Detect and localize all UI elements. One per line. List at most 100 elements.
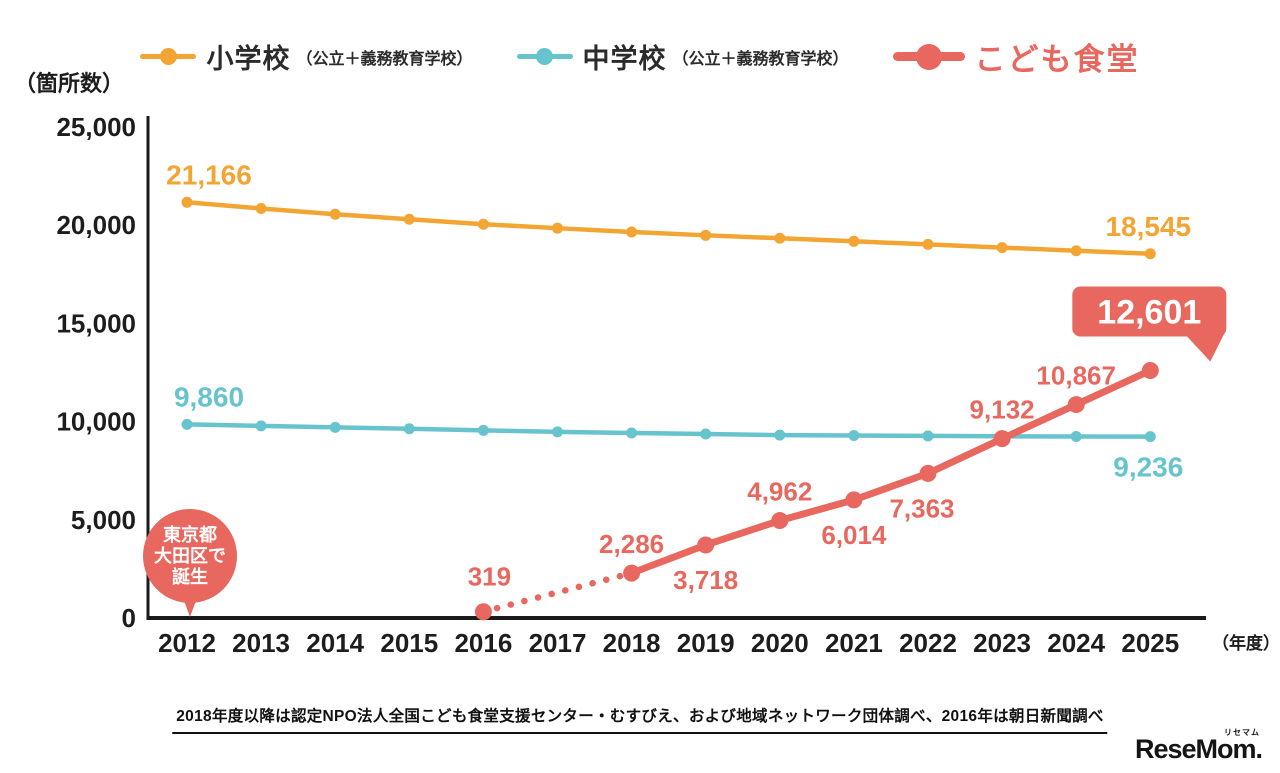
data-point [1070,430,1082,442]
x-tick-label: 2019 [677,628,735,658]
data-label: 2,286 [599,529,664,559]
footnote: 2018年度以降は認定NPO法人全国こども食堂支援センター・むすびえ、および地域… [172,704,1108,734]
legend-item-kodomo-shokudo: こども食堂 [892,34,1140,79]
data-label: 10,867 [1036,361,1116,391]
data-point [919,464,937,482]
data-point [626,226,638,238]
x-tick-label: 2021 [825,628,883,658]
data-point [255,420,267,432]
data-point [626,427,638,439]
data-point [329,208,341,220]
callout-box [1072,286,1227,337]
logo-ruby-text: リセマム [1224,728,1260,737]
legend-label-kodomo-shokudo: こども食堂 [974,42,1140,77]
x-tick-label: 2013 [232,628,290,658]
y-tick-label: 20,000 [56,210,136,240]
data-point [403,423,415,435]
legend-marker-kodomo-shokudo-icon [892,43,965,70]
x-tick-label: 2016 [454,628,512,658]
y-tick-label: 25,000 [56,112,136,142]
data-point [1070,245,1082,257]
x-axis-unit-label: （年度） [1212,633,1280,653]
series-line [184,200,1153,257]
series-line-dotted [480,569,635,615]
origin-badge-text: 大田区で [154,545,226,566]
data-label: 18,545 [1105,211,1191,242]
series-line [184,422,1153,439]
x-tick-label: 2012 [158,628,216,658]
peak-value-callout: 12,601 [1072,286,1227,362]
data-point [403,213,415,225]
callout-pointer [1184,333,1225,362]
legend-marker-junior-high-icon [516,45,573,69]
x-tick-label: 2025 [1121,628,1179,658]
data-point [922,430,934,442]
x-tick-label: 2015 [380,628,438,658]
data-label: 9,132 [970,395,1035,425]
legend-sublabel-junior-high: （公立＋義務教育学校） [672,50,849,68]
data-point [1067,396,1085,414]
data-point [848,429,860,441]
data-point [845,491,863,509]
data-point [329,421,341,433]
data-point [996,242,1008,254]
legend-item-elementary-school: 小学校 （公立＋義務教育学校） [140,37,473,76]
data-point [181,196,193,208]
data-point [255,202,267,214]
x-tick-label: 2018 [603,628,661,658]
data-point [181,418,193,430]
data-point [552,426,563,438]
data-point [623,564,641,582]
x-tick-label: 2023 [973,628,1031,658]
origin-badge-circle [143,509,237,603]
origin-badge-text: 誕生 [172,566,208,587]
legend-label-junior-high: 中学校 [582,44,667,74]
data-label: 9,860 [174,381,244,412]
data-label: 3,718 [673,565,738,595]
data-point [774,429,786,441]
y-axis-unit-label: （箇所数） [14,71,125,96]
x-tick-label: 2024 [1047,628,1105,658]
y-tick-label: 15,000 [56,308,136,338]
data-point [477,424,489,436]
data-point [1144,431,1156,443]
callout-value: 12,601 [1097,294,1201,332]
x-tick-label: 2022 [899,628,957,658]
data-label: 319 [468,562,511,592]
y-tick-label: 0 [122,603,136,633]
data-label: 7,363 [889,493,954,523]
data-label: 9,236 [1113,452,1183,483]
logo-text: ReseMom. [1134,734,1263,764]
data-point [1141,362,1159,380]
origin-badge-text: 東京都 [163,524,217,545]
data-label: 6,014 [821,520,887,550]
data-point [993,430,1011,448]
data-point [774,232,786,244]
series-line [628,367,1154,577]
y-tick-label: 5,000 [71,505,136,535]
series-elementary-school: 21,166 18,545 [166,159,1191,260]
data-label: 21,166 [166,159,252,190]
legend-label-elementary: 小学校 [206,44,291,74]
legend: 小学校 （公立＋義務教育学校） 中学校 （公立＋義務教育学校） こども食堂 [0,34,1280,79]
x-tick-label: 2017 [529,628,587,658]
data-point [700,428,712,440]
data-point [477,218,489,230]
x-tick-label: 2020 [751,628,809,658]
data-point [1144,248,1156,260]
data-point [700,229,712,241]
data-label: 4,962 [747,477,812,507]
legend-marker-elementary-icon [140,45,197,69]
series-junior-high-school: 9,860 9,236 [174,381,1183,482]
data-point [552,222,563,234]
y-tick-label: 10,000 [56,407,136,437]
legend-sublabel-elementary: （公立＋義務教育学校） [296,50,473,68]
data-point [922,238,934,250]
resemom-logo: リセマム ReseMom. [1134,728,1263,765]
legend-item-junior-high-school: 中学校 （公立＋義務教育学校） [516,37,849,76]
data-point [771,512,789,530]
